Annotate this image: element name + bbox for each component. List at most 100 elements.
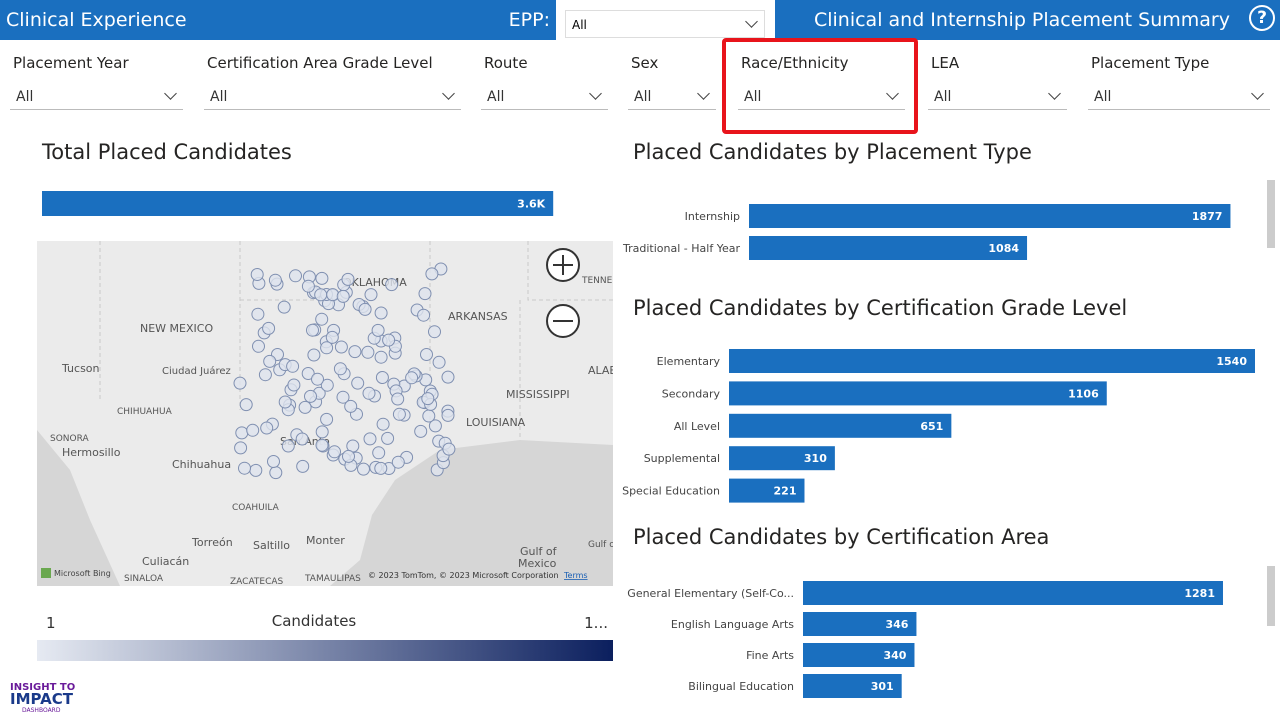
zoom-out[interactable]: [546, 304, 580, 338]
map-point: [289, 269, 302, 283]
filter-dropdown[interactable]: All: [481, 83, 608, 110]
map-point: [311, 372, 324, 386]
value-label: 1540: [1216, 355, 1247, 368]
map-point: [414, 424, 428, 438]
category-label: English Language Arts: [671, 618, 794, 631]
map-point: [239, 398, 253, 412]
scrollbar[interactable]: [1267, 180, 1275, 248]
map-label: SINALOA: [124, 574, 164, 584]
bar: [729, 381, 1107, 406]
filter-label: Placement Type: [1091, 54, 1210, 72]
map-label: NEW MEXICO: [140, 322, 213, 335]
map-point: [391, 455, 405, 469]
map-point: [326, 288, 340, 302]
value-label: 221: [774, 485, 797, 498]
bar: [749, 204, 1231, 228]
filter-dropdown[interactable]: All: [628, 83, 716, 110]
filter-value: All: [634, 89, 652, 105]
filter-label: Certification Area Grade Level: [207, 54, 433, 72]
category-label: Bilingual Education: [688, 680, 794, 693]
map-point: [301, 279, 315, 293]
filter-value: All: [934, 89, 952, 105]
category-label: Supplemental: [644, 452, 720, 465]
highlight-box: [722, 38, 918, 134]
map-point: [251, 307, 265, 321]
map-label: ZACATECAS: [230, 577, 284, 587]
map-point: [315, 312, 329, 326]
filter-value: All: [210, 89, 228, 105]
gulf: [330, 440, 613, 586]
epp-dropdown[interactable]: All: [565, 10, 765, 38]
map[interactable]: OKLAHOMA ARKANSAS NEW MEXICO Tucson Ciud…: [37, 241, 625, 587]
map-point: [371, 323, 385, 337]
filter-dropdown[interactable]: All: [1088, 83, 1270, 110]
help-icon[interactable]: ?: [1249, 5, 1275, 31]
chart-title: Placed Candidates by Certification Grade…: [633, 296, 1127, 320]
bar: [729, 349, 1255, 373]
map-label: LOUISIANA: [466, 416, 526, 429]
map-point: [278, 395, 292, 409]
chart-title: Placed Candidates by Placement Type: [633, 140, 1032, 164]
bar: [42, 191, 554, 216]
legend-gradient: [37, 640, 613, 661]
category-label: Fine Arts: [746, 649, 794, 662]
value-label: 651: [920, 420, 943, 433]
bar: [803, 612, 917, 636]
map-point: [374, 461, 388, 475]
map-point: [441, 370, 455, 384]
map-terms[interactable]: Terms: [563, 571, 588, 580]
map-point: [320, 341, 334, 355]
map-point: [348, 345, 362, 359]
filter-dropdown[interactable]: All: [10, 83, 183, 110]
map-point: [281, 439, 295, 453]
map-point: [306, 323, 319, 337]
map-point: [344, 399, 358, 413]
filter-dropdown[interactable]: All: [738, 83, 905, 110]
value-label: 1281: [1184, 587, 1215, 600]
map-label: COAHUILA: [232, 503, 280, 513]
map-label: Gulf o: [588, 540, 615, 550]
map-point: [262, 321, 276, 335]
map-point: [296, 459, 310, 473]
scrollbar[interactable]: [1267, 566, 1275, 626]
map-point: [336, 289, 350, 303]
map-point: [269, 466, 283, 480]
bar: [803, 674, 902, 698]
map-label: Tucson: [61, 362, 100, 375]
map-point: [381, 431, 395, 445]
map-point: [374, 350, 388, 364]
filter-label: Placement Year: [13, 54, 129, 72]
map-point: [315, 271, 329, 285]
gulf-california: [37, 430, 120, 586]
map-point: [334, 340, 348, 354]
legend-min: 1: [46, 614, 56, 632]
category-label: Elementary: [657, 355, 721, 368]
map-point: [234, 441, 248, 455]
map-point: [392, 407, 406, 421]
value-label: 1106: [1068, 387, 1099, 400]
map-point: [422, 409, 436, 423]
map-label: Chihuahua: [172, 458, 231, 471]
map-label: SONORA: [50, 434, 90, 444]
filter-value: All: [744, 89, 762, 105]
category-label: General Elementary (Self-Co...: [627, 587, 794, 600]
map-label: TAMAULIPAS: [304, 574, 361, 584]
map-point: [364, 288, 378, 302]
map-point: [417, 308, 431, 322]
filter-dropdown[interactable]: All: [204, 83, 461, 110]
map-point: [260, 421, 274, 435]
zoom-in[interactable]: [546, 248, 580, 282]
map-point: [428, 419, 442, 433]
filter-dropdown[interactable]: All: [928, 83, 1067, 110]
filter-value: All: [487, 89, 505, 105]
chart-title: Total Placed Candidates: [41, 140, 292, 164]
map-point: [298, 400, 312, 414]
map-label: Hermosillo: [62, 446, 121, 459]
filter-value: All: [16, 89, 34, 105]
chart-title: Placed Candidates by Certification Area: [633, 525, 1049, 549]
map-point: [268, 273, 282, 287]
map-label: Gulf of: [520, 545, 558, 558]
value-label: 340: [884, 649, 907, 662]
map-point: [304, 389, 317, 403]
filter-value: All: [1094, 89, 1112, 105]
